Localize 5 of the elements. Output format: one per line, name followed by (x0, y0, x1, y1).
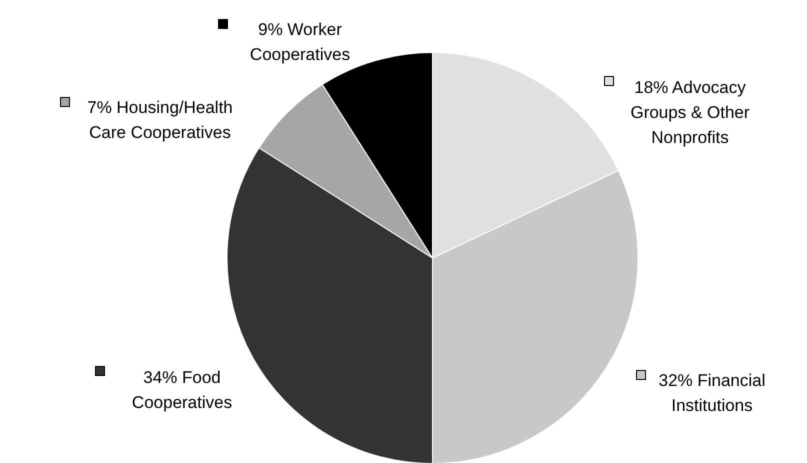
legend-label: 9% Worker Cooperatives (250, 20, 350, 64)
legend-label: 7% Housing/Health Care Cooperatives (87, 98, 233, 142)
legend-label: 18% Advocacy Groups & Other Nonprofits (630, 78, 750, 147)
legend-label: 34% Food Cooperatives (132, 368, 232, 412)
legend-label: 32% Financial Institutions (658, 371, 766, 415)
